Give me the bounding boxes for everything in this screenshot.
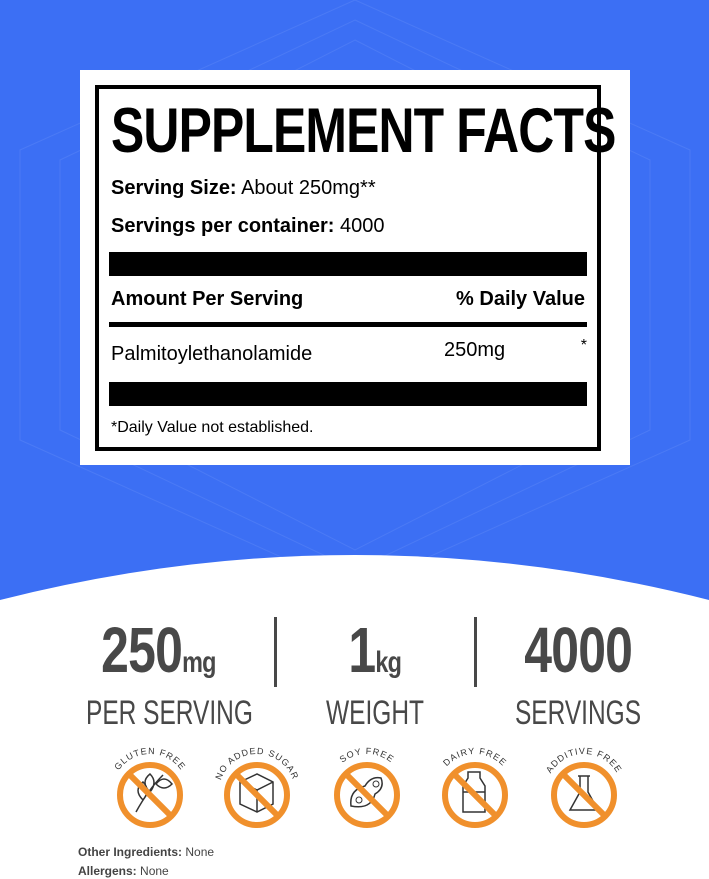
stat-servings: 4000 SERVINGS <box>514 614 642 732</box>
thick-divider <box>109 382 587 406</box>
servings-per-container: Servings per container: 4000 <box>111 215 385 237</box>
wheat-icon <box>135 772 174 813</box>
amount-per-serving-header: Amount Per Serving <box>111 288 304 310</box>
thick-divider <box>109 252 587 276</box>
daily-value-header: % Daily Value <box>456 288 585 310</box>
allergens: Allergens: None <box>78 864 169 878</box>
badge-gluten-free: GLUTEN FREE <box>98 740 198 840</box>
ingredient-name: Palmitoylethanolamide <box>111 343 313 365</box>
svg-text:ADDITIVE FREE: ADDITIVE FREE <box>544 746 624 775</box>
badge-additive-free: ADDITIVE FREE <box>532 740 632 840</box>
stat-weight: 1kg WEIGHT <box>326 614 424 732</box>
ingredient-daily-value: * <box>580 337 587 354</box>
svg-text:SOY FREE: SOY FREE <box>338 746 397 765</box>
stat-divider <box>474 617 477 687</box>
badge-no-added-sugar: NO ADDED SUGAR <box>205 740 305 840</box>
badge-text: ADDITIVE FREE <box>544 746 623 775</box>
stat-per-serving: 250mg PER SERVING <box>86 614 253 732</box>
supplement-facts-panel: SUPPLEMENT FACTS Serving Size: About 250… <box>80 70 630 465</box>
supplement-facts-label: SUPPLEMENT FACTS Serving Size: About 250… <box>95 85 616 451</box>
label-title: SUPPLEMENT FACTS <box>111 96 616 167</box>
badge-dairy-free: DAIRY FREE <box>423 740 523 840</box>
divider <box>109 322 587 327</box>
other-ingredients: Other Ingredients: None <box>78 845 215 859</box>
footnote: *Daily Value not established. <box>111 419 314 436</box>
stat-divider <box>274 617 277 687</box>
serving-size: Serving Size: About 250mg** <box>111 177 376 199</box>
badge-soy-free: SOY FREE <box>315 740 415 840</box>
badge-text: SOY FREE <box>338 746 396 765</box>
ingredient-amount: 250mg <box>444 339 506 361</box>
